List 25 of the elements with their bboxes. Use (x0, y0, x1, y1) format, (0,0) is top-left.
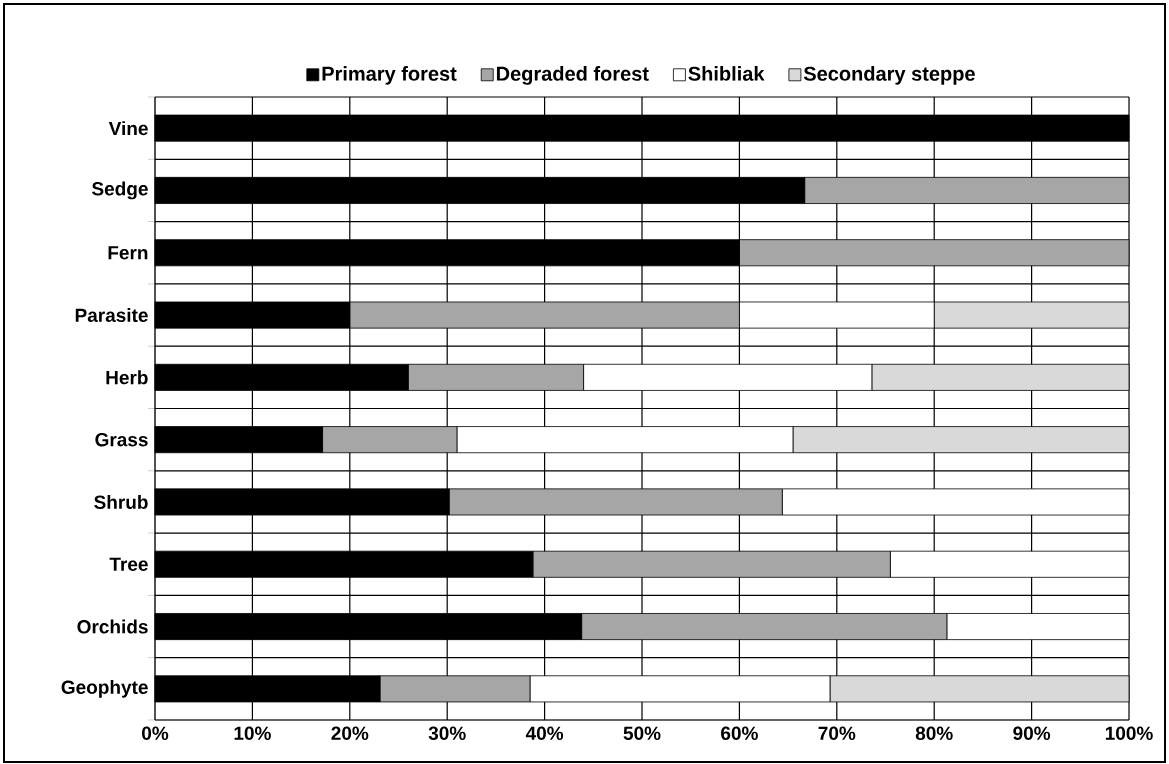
y-tick-label: Herb (106, 370, 148, 385)
x-tick-label: 10% (234, 726, 271, 740)
x-tick-label: 60% (721, 726, 758, 740)
y-tick-label: Geophyte (61, 680, 148, 698)
y-tick-label: Grass (95, 432, 148, 447)
y-tick-label: Vine (108, 121, 148, 136)
y-tick-label: Tree (109, 557, 148, 571)
y-tick-label: Orchids (77, 619, 148, 634)
legend-label: Degraded forest (496, 66, 649, 85)
legend-label: Secondary steppe (803, 66, 975, 85)
legend-label: Shibliak (688, 66, 765, 81)
y-tick-label: Parasite (75, 308, 148, 323)
x-tick-label: 40% (525, 726, 564, 740)
y-tick-label: Fern (108, 246, 148, 260)
y-tick-label: Shrub (94, 494, 148, 509)
x-tick-label: 50% (623, 726, 661, 740)
x-tick-label: 70% (818, 726, 856, 740)
x-tick-label: 100% (1105, 726, 1153, 740)
y-tick-label: Sedge (92, 181, 148, 200)
x-tick-label: 20% (331, 726, 369, 740)
x-tick-label: 90% (1013, 726, 1051, 740)
x-tick-label: 30% (428, 726, 466, 741)
x-tick-label: 0% (142, 726, 169, 740)
x-tick-label: 80% (915, 726, 953, 740)
legend-label: Primary forest (322, 66, 457, 85)
